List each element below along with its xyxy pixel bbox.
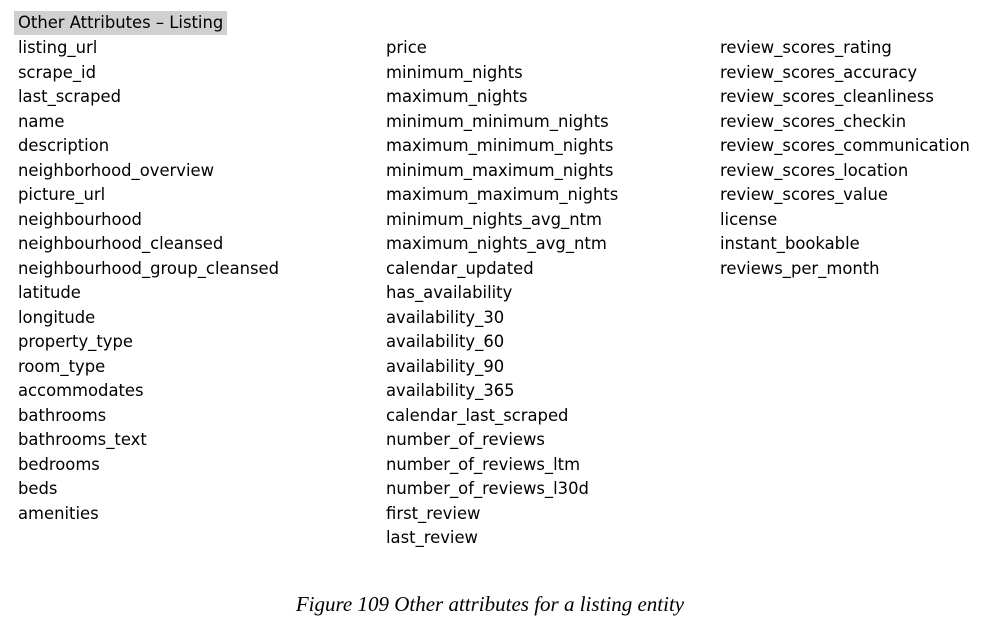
attribute-item: minimum_nights_avg_ntm — [386, 209, 602, 229]
attribute-item: review_scores_value — [720, 185, 888, 204]
attribute-item: maximum_nights_avg_ntm — [386, 234, 607, 253]
attribute-item: property_type — [18, 332, 133, 351]
attribute-item: first_review — [386, 503, 481, 523]
attribute-item: review_scores_checkin — [720, 111, 907, 131]
attribute-item: availability_30 — [386, 307, 505, 327]
attribute-item: calendar_updated — [386, 258, 534, 278]
attribute-item: maximum_minimum_nights — [386, 136, 614, 155]
attribute-item: review_scores_location — [720, 160, 909, 180]
attribute-item: room_type — [18, 356, 106, 376]
attribute-item: listing_url — [18, 38, 98, 57]
attribute-item: reviews_per_month — [720, 258, 880, 278]
attribute-item: beds — [18, 479, 58, 498]
attribute-item: review_scores_accuracy — [720, 62, 918, 82]
attribute-item: last_review — [386, 528, 478, 547]
attribute-item: latitude — [18, 283, 81, 302]
attribute-item: price — [386, 38, 427, 57]
attribute-item: availability_365 — [386, 381, 515, 400]
attribute-item: neighborhood_overview — [18, 160, 215, 180]
attribute-item: minimum_minimum_nights — [386, 111, 609, 131]
attribute-item: maximum_maximum_nights — [386, 185, 619, 204]
attribute-item: minimum_maximum_nights — [386, 160, 614, 180]
attribute-column-3: review_scores_rating review_scores_accura… — [720, 36, 970, 281]
attribute-item: neighbourhood_cleansed — [18, 234, 224, 253]
attribute-item: description — [18, 136, 110, 155]
attribute-item: name — [18, 111, 65, 131]
attribute-item: last_scraped — [18, 87, 121, 106]
attribute-item: review_scores_communication — [720, 136, 970, 155]
attribute-item: bathrooms — [18, 405, 107, 425]
attribute-item: number_of_reviews — [386, 430, 545, 449]
attribute-item: calendar_last_scraped — [386, 405, 569, 425]
attribute-item: picture_url — [18, 185, 106, 204]
attribute-item: number_of_reviews_ltm — [386, 454, 581, 474]
attribute-item: maximum_nights — [386, 87, 528, 106]
attribute-item: accommodates — [18, 381, 144, 400]
attribute-item: neighbourhood — [18, 209, 142, 229]
attribute-item: license — [720, 209, 778, 229]
attribute-item: bedrooms — [18, 454, 100, 474]
attribute-item: number_of_reviews_l30d — [386, 479, 589, 498]
attribute-item: instant_bookable — [720, 234, 860, 253]
attribute-item: availability_90 — [386, 356, 505, 376]
attribute-item: bathrooms_text — [18, 430, 147, 449]
attribute-item: review_scores_rating — [720, 38, 892, 57]
attribute-item: availability_60 — [386, 332, 505, 351]
section-heading: Other Attributes – Listing — [14, 11, 228, 35]
attribute-item: minimum_nights — [386, 62, 523, 82]
figure-caption: Figure 109 Other attributes for a listin… — [295, 592, 685, 616]
attribute-item: longitude — [18, 307, 96, 327]
attribute-item: amenities — [18, 503, 99, 523]
attribute-item: has_availability — [386, 283, 513, 302]
attribute-item: review_scores_cleanliness — [720, 87, 934, 106]
attribute-item: neighbourhood_group_cleansed — [18, 258, 280, 278]
attribute-item: scrape_id — [18, 62, 96, 82]
